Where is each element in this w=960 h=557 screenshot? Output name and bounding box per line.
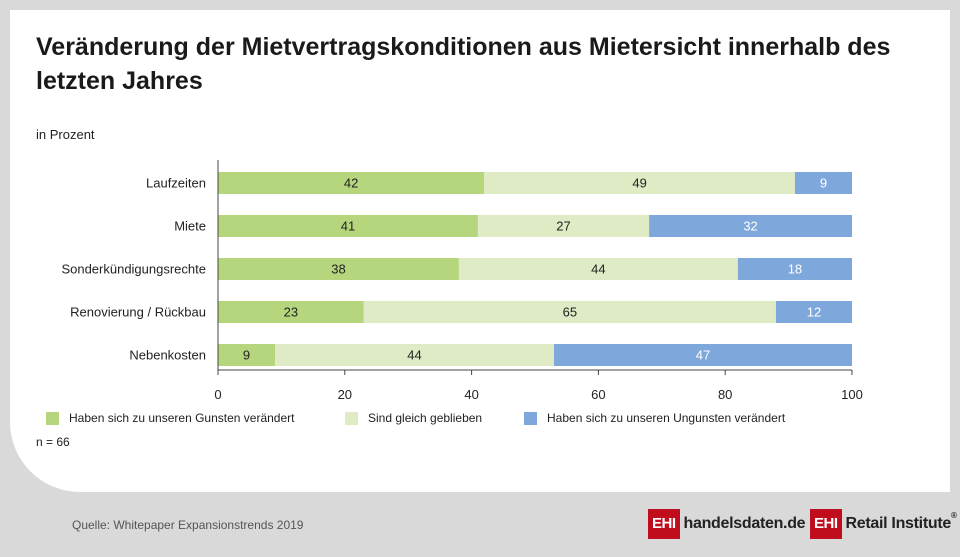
- chart-title: Veränderung der Mietvertragskonditionen …: [36, 33, 891, 95]
- category-label: Nebenkosten: [129, 348, 206, 363]
- ehi-logo-box: EHI: [648, 509, 680, 539]
- bar-segment: [484, 172, 795, 194]
- bar-segment: [218, 344, 276, 366]
- stacked-bar-chart: Laufzeiten 42 49 9 Miete 41 27 32 Sonderkündigun…: [61, 160, 863, 402]
- bar-segment: [775, 301, 852, 323]
- bar-segment: [218, 215, 478, 237]
- legend-item-neutral: Sind gleich geblieben: [345, 411, 482, 425]
- source-note: Quelle: Whitepaper Expansionstrends 2019: [72, 518, 304, 532]
- legend-swatch-positive: [46, 411, 59, 425]
- data-label: 49: [632, 176, 646, 191]
- legend-item-positive: Haben sich zu unseren Gunsten verändert: [46, 411, 294, 425]
- x-tick-label: 60: [591, 387, 605, 402]
- data-label: 42: [344, 176, 358, 191]
- legend-label-negative: Haben sich zu unseren Ungunsten veränder…: [547, 411, 786, 425]
- ehi-logo-box: EHI: [810, 509, 842, 539]
- bar-segment: [218, 258, 459, 280]
- sample-size-note: n = 66: [36, 435, 70, 449]
- legend-swatch-neutral: [345, 411, 358, 425]
- data-label: 23: [284, 305, 298, 320]
- retail-institute-label: Retail Institute: [845, 515, 952, 532]
- bar-segment: [218, 172, 485, 194]
- data-label: 47: [696, 348, 710, 363]
- data-label: 9: [820, 176, 827, 191]
- bar-segment: [275, 344, 555, 366]
- data-label: 32: [743, 219, 757, 234]
- data-label: 38: [331, 262, 345, 277]
- data-label: 65: [563, 305, 577, 320]
- x-tick-label: 80: [718, 387, 732, 402]
- unit-label: in Prozent: [36, 127, 95, 142]
- bar-segment: [458, 258, 738, 280]
- bar-segment: [554, 344, 852, 366]
- data-label: 18: [788, 262, 802, 277]
- data-label: 41: [341, 219, 355, 234]
- chart-card: [10, 10, 950, 492]
- data-label: 9: [243, 348, 250, 363]
- bar-segment: [794, 172, 852, 194]
- handelsdaten-logo-text: handelsdaten.de: [683, 515, 806, 532]
- registered-mark: ®: [950, 511, 957, 520]
- bar-segment: [649, 215, 852, 237]
- data-label: 27: [556, 219, 570, 234]
- legend: Haben sich zu unseren Gunsten verändert …: [0, 411, 940, 435]
- legend-label-positive: Haben sich zu unseren Gunsten verändert: [69, 411, 295, 425]
- bar-segment: [477, 215, 650, 237]
- x-tick-label: 20: [338, 387, 352, 402]
- legend-label-neutral: Sind gleich geblieben: [368, 411, 483, 425]
- category-label: Renovierung / Rückbau: [70, 305, 206, 320]
- data-label: 44: [591, 262, 605, 277]
- bar-segment: [218, 301, 364, 323]
- x-tick-label: 40: [464, 387, 478, 402]
- logo-retail-institute: EHI Retail Institute®: [810, 509, 957, 539]
- data-label: 12: [807, 305, 821, 320]
- bar-segment: [737, 258, 852, 280]
- data-label: 44: [407, 348, 421, 363]
- category-label: Miete: [174, 219, 206, 234]
- logo-handelsdaten: EHI handelsdaten.de: [648, 509, 806, 539]
- category-label: Laufzeiten: [146, 176, 206, 191]
- x-tick-label: 100: [841, 387, 863, 402]
- retail-institute-logo-text: Retail Institute®: [845, 511, 957, 533]
- legend-swatch-negative: [524, 411, 537, 425]
- category-label: Sonderkündigungsrechte: [61, 262, 206, 277]
- bar-segment: [363, 301, 776, 323]
- x-tick-label: 0: [214, 387, 221, 402]
- legend-item-negative: Haben sich zu unseren Ungunsten veränder…: [524, 411, 785, 425]
